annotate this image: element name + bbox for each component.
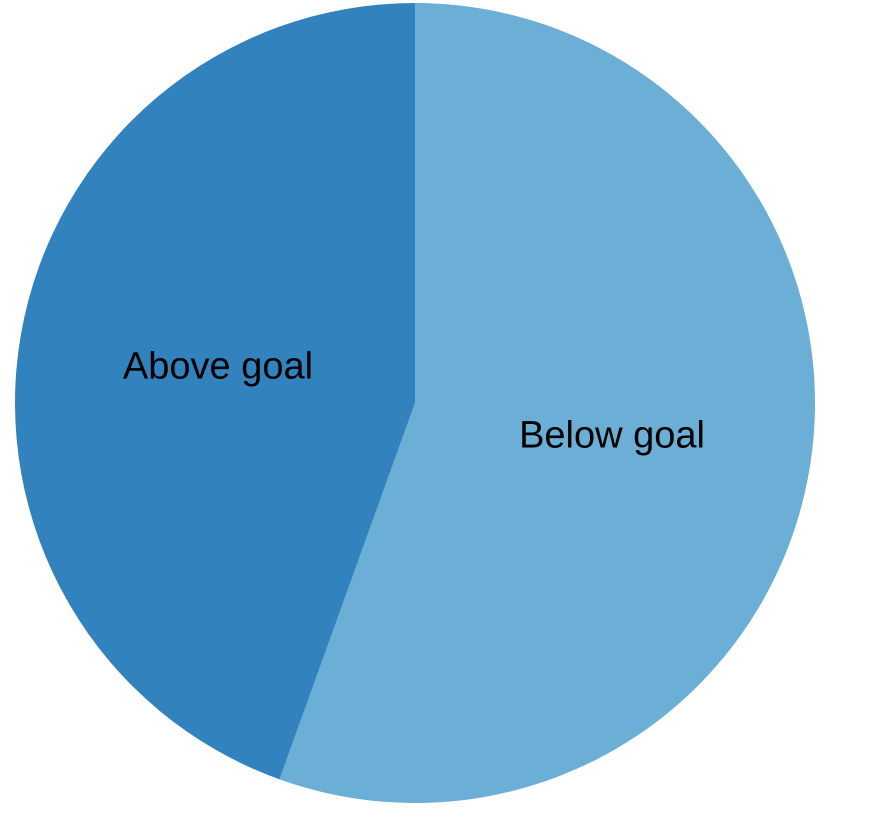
pie-label-below-goal: Below goal	[519, 414, 705, 456]
pie-slices	[15, 3, 816, 803]
pie-slice-above-goal	[15, 3, 415, 780]
pie-slice-below-goal	[279, 3, 816, 803]
pie-label-above-goal: Above goal	[123, 346, 313, 388]
pie-labels: Below goal Above goal	[123, 346, 705, 457]
